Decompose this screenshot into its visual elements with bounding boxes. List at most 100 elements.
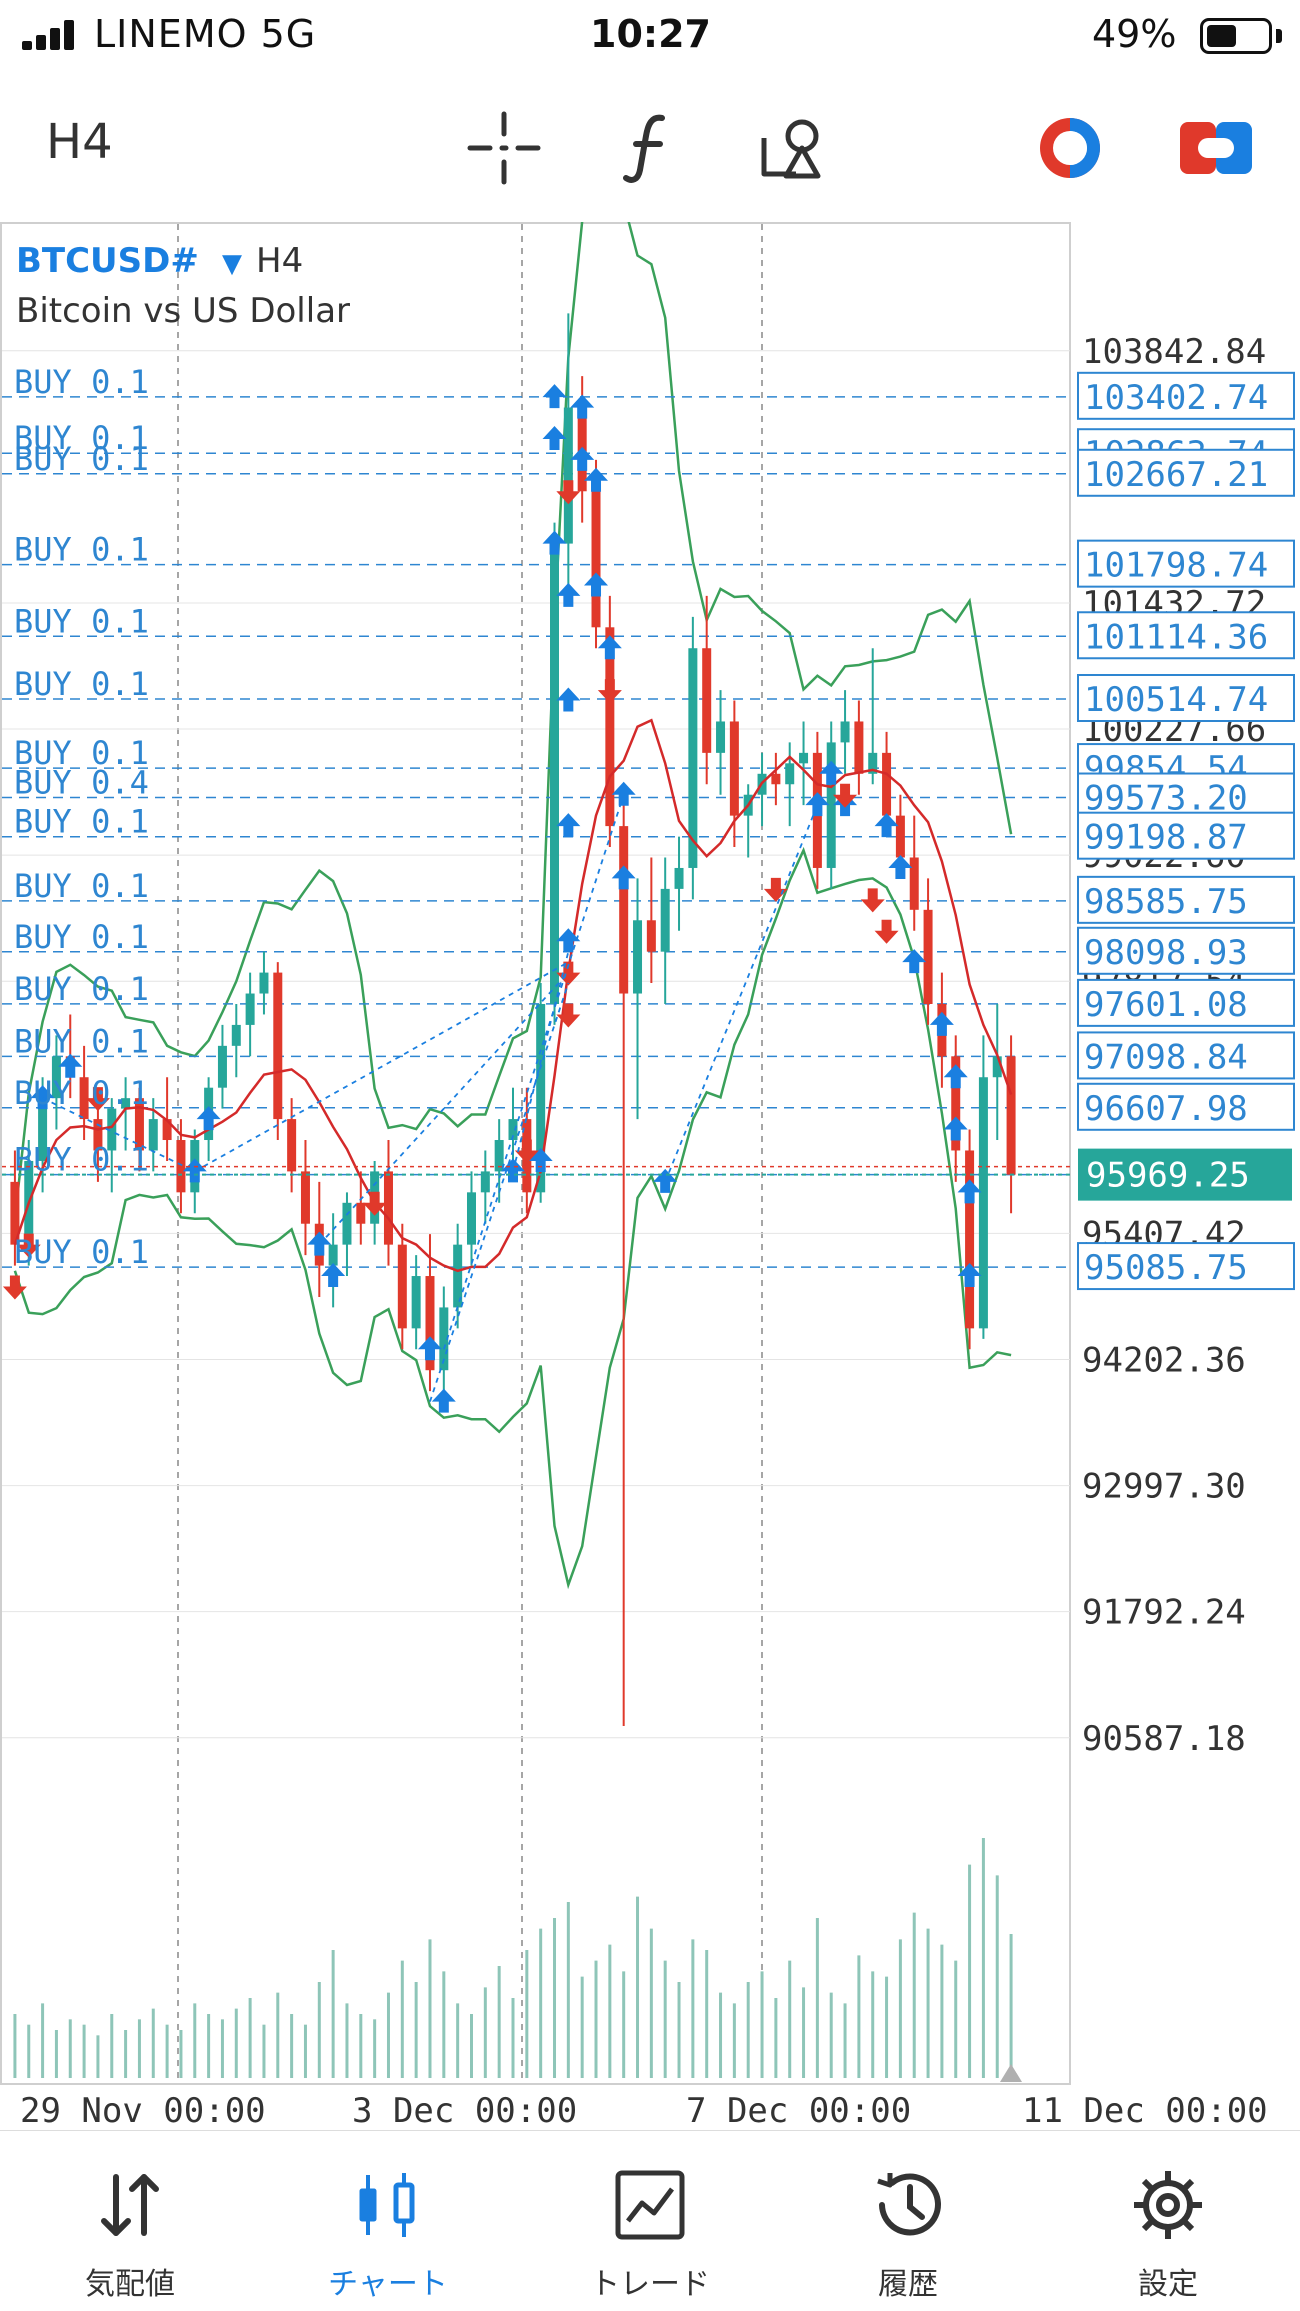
symbol-dropdown-icon[interactable]: ▼ — [222, 249, 242, 279]
nav-history[interactable]: 履歴 — [808, 2131, 1008, 2311]
bottom-navigation: 気配値 チャート トレード 履歴 — [0, 2130, 1300, 2311]
buy-arrow — [611, 865, 636, 890]
order-level-label: 103402.74 — [1084, 378, 1268, 418]
order-label: BUY 0.1 — [14, 1141, 149, 1179]
candle-body — [868, 752, 878, 774]
candle-body — [148, 1119, 158, 1151]
candle-body — [978, 1077, 988, 1329]
candle-body — [536, 1003, 546, 1193]
buy-arrow — [542, 384, 567, 409]
candle-body — [909, 857, 919, 910]
symbol-label[interactable]: BTCUSD# — [16, 241, 199, 281]
sell-arrow — [16, 1233, 41, 1258]
candle-body — [729, 721, 739, 816]
sell-arrow — [556, 480, 581, 505]
buy-arrow — [542, 425, 567, 450]
buy-arrow — [570, 394, 595, 419]
order-level-box — [1077, 539, 1295, 588]
nav-label: 気配値 — [85, 2267, 175, 2302]
candle-body — [563, 407, 573, 544]
buy-arrow — [611, 781, 636, 806]
buy-arrow — [584, 572, 609, 597]
order-label: BUY 0.1 — [14, 918, 149, 956]
candle-body — [411, 1276, 421, 1329]
buy-arrow — [929, 1011, 954, 1036]
price-tick-label: 92997.30 — [1082, 1467, 1246, 1507]
sell-arrow — [763, 877, 788, 902]
candle-body — [591, 491, 601, 628]
trade-arrows — [2, 384, 982, 1413]
chart-toolbar: H4 — [0, 72, 1300, 222]
candle-body — [439, 1307, 449, 1371]
nav-quotes[interactable]: 気配値 — [30, 2131, 230, 2311]
order-level-box — [1077, 1082, 1295, 1131]
buy-arrow — [943, 1116, 968, 1141]
objects-icon[interactable] — [756, 108, 836, 188]
buy-arrow — [584, 467, 609, 492]
candle-body — [633, 920, 643, 994]
time-axis: 29 Nov 00:00 3 Dec 00:00 7 Dec 00:00 11 Dec… — [20, 2091, 1268, 2130]
buy-arrow — [874, 813, 899, 838]
nav-label: 履歴 — [878, 2267, 938, 2302]
candle-body — [480, 1171, 490, 1193]
sell-arrow — [860, 888, 885, 913]
sell-arrow — [362, 1191, 387, 1216]
order-label: BUY 0.1 — [14, 440, 149, 478]
toggle-icon[interactable] — [1176, 108, 1256, 188]
sell-arrow — [556, 1003, 581, 1028]
nav-chart[interactable]: チャート — [288, 2131, 488, 2311]
date-tick-label: 7 Dec 00:00 — [686, 2091, 911, 2130]
sell-arrow — [85, 1087, 110, 1112]
buy-arrow — [957, 1263, 982, 1288]
trade-icon — [615, 2170, 685, 2240]
quotes-icon — [101, 2174, 159, 2236]
battery-tip — [1276, 29, 1282, 43]
status-bar: LINEMO 5G 10:27 49% — [0, 0, 1300, 72]
color-scheme-icon[interactable] — [1030, 108, 1110, 188]
candle-body — [965, 1150, 975, 1329]
candle-body — [508, 1119, 518, 1141]
trade-connector — [42, 1097, 196, 1173]
chart-shift-marker[interactable] — [1000, 2064, 1022, 2082]
candle-body — [51, 1056, 61, 1099]
buy-arrow — [943, 1064, 968, 1089]
candle-body — [287, 1119, 297, 1172]
candle-body — [245, 993, 255, 1025]
order-level-box — [1077, 978, 1295, 1027]
order-label: BUY 0.1 — [14, 1233, 149, 1271]
battery-percent: 49% — [1092, 12, 1177, 56]
candle-body — [494, 1140, 504, 1172]
candle-body — [550, 543, 560, 1004]
order-level-label: 95085.75 — [1084, 1248, 1248, 1288]
order-level-box — [1077, 448, 1295, 497]
clock: 10:27 — [590, 12, 711, 56]
carrier-label: LINEMO 5G — [94, 12, 317, 56]
candle-body — [383, 1171, 393, 1245]
buy-arrow — [805, 792, 830, 817]
candle-body — [134, 1098, 144, 1151]
current-price-label: 95969.25 — [1086, 1156, 1250, 1196]
candle-body — [425, 1276, 435, 1371]
order-level-lines — [2, 396, 1070, 1268]
function-icon[interactable] — [610, 108, 690, 188]
candlesticks — [10, 313, 1016, 1726]
order-level-label: 102667.21 — [1084, 455, 1268, 495]
price-tick-label: 103842.84 — [1082, 332, 1266, 372]
nav-trade[interactable]: トレード — [550, 2131, 750, 2311]
order-level-label: 101114.36 — [1084, 617, 1268, 657]
candle-body — [231, 1024, 241, 1046]
order-label: BUY 0.1 — [14, 1022, 149, 1060]
timeframe-button[interactable]: H4 — [46, 114, 113, 170]
order-label: BUY 0.1 — [14, 419, 149, 457]
nav-settings[interactable]: 設定 — [1068, 2131, 1268, 2311]
sell-arrow — [597, 679, 622, 704]
candle-body — [826, 742, 836, 868]
candle-body — [273, 972, 283, 1120]
symbol-timeframe: H4 — [256, 241, 303, 281]
order-level-box — [1077, 611, 1295, 660]
trade-connector — [442, 794, 625, 1350]
crosshair-icon[interactable] — [464, 108, 544, 188]
order-label: BUY 0.1 — [14, 665, 149, 703]
